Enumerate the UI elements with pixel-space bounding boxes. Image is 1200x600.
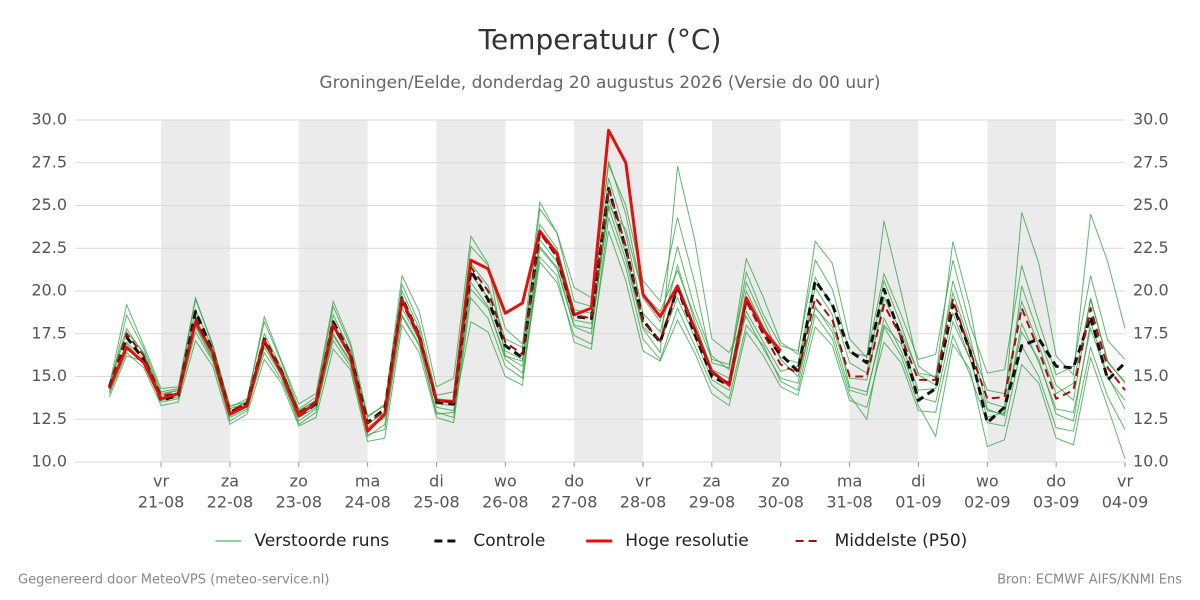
x-tick-date: 24-08 — [344, 493, 391, 512]
x-tick-label: di — [911, 472, 926, 491]
x-tick-date: 23-08 — [276, 493, 323, 512]
x-tick-label: za — [703, 472, 721, 491]
y-tick-label-right: 15.0 — [1133, 366, 1169, 385]
x-tick-date: 03-09 — [1033, 493, 1080, 512]
x-tick-date: 30-08 — [757, 493, 804, 512]
y-tick-label-right: 17.5 — [1133, 323, 1169, 342]
ensemble-line — [108, 162, 1126, 417]
x-tick-label: vr — [153, 472, 169, 491]
y-tick-label: 27.5 — [31, 152, 67, 171]
x-tick-label: zo — [772, 472, 790, 491]
x-tick-date: 27-08 — [551, 493, 598, 512]
y-tick-label: 30.0 — [31, 110, 67, 129]
y-tick-label: 10.0 — [31, 452, 67, 471]
x-tick-date: 21-08 — [138, 493, 185, 512]
y-tick-label: 15.0 — [31, 366, 67, 385]
x-tick-date: 25-08 — [413, 493, 460, 512]
legend-label: Verstoorde runs — [254, 531, 389, 551]
x-tick-label: ma — [837, 472, 862, 491]
x-tick-label: za — [221, 472, 239, 491]
footer-left: Gegenereerd door MeteoVPS (meteo-service… — [18, 573, 329, 588]
x-tick-label: vr — [635, 472, 651, 491]
x-tick-label: wo — [976, 472, 999, 491]
y-tick-label: 20.0 — [31, 281, 67, 300]
x-tick-date: 31-08 — [826, 493, 873, 512]
y-tick-label-right: 30.0 — [1133, 110, 1169, 129]
footer-right: Bron: ECMWF AIFS/KNMI Ens — [997, 573, 1182, 588]
legend-label: Controle — [473, 531, 545, 551]
x-tick-label: zo — [290, 472, 308, 491]
x-tick-label: do — [564, 472, 584, 491]
x-tick-label: di — [429, 472, 444, 491]
y-tick-label-right: 10.0 — [1133, 452, 1169, 471]
ensemble-line — [108, 230, 1126, 443]
legend-label: Middelste (P50) — [835, 531, 968, 551]
y-tick-label: 17.5 — [31, 323, 67, 342]
x-tick-date: 28-08 — [620, 493, 667, 512]
x-tick-date: 04-09 — [1102, 493, 1149, 512]
x-tick-label: wo — [494, 472, 517, 491]
y-tick-label-right: 20.0 — [1133, 281, 1169, 300]
x-tick-date: 26-08 — [482, 493, 529, 512]
y-tick-label-right: 25.0 — [1133, 195, 1169, 214]
x-tick-label: ma — [355, 472, 380, 491]
y-tick-label-right: 22.5 — [1133, 238, 1169, 257]
y-tick-label: 25.0 — [31, 195, 67, 214]
y-tick-label-right: 12.5 — [1133, 409, 1169, 428]
y-tick-label: 22.5 — [31, 238, 67, 257]
y-tick-label-right: 27.5 — [1133, 152, 1169, 171]
ensemble-line — [108, 166, 1126, 436]
legend: Verstoorde runs Controle Hoge resolutie Mid… — [215, 531, 967, 551]
ensemble-line — [108, 160, 1126, 429]
x-tick-label: vr — [1117, 472, 1133, 491]
x-tick-date: 29-08 — [689, 493, 736, 512]
x-tick-date: 02-09 — [964, 493, 1011, 512]
x-tick-label: do — [1046, 472, 1066, 491]
series-line — [108, 187, 1126, 424]
y-tick-label: 12.5 — [31, 409, 67, 428]
chart-title: Temperatuur (°C) — [478, 23, 722, 56]
ensemble-line — [108, 217, 1126, 459]
x-tick-date: 22-08 — [207, 493, 254, 512]
x-tick-date: 01-09 — [895, 493, 942, 512]
legend-label: Hoge resolutie — [625, 531, 749, 551]
chart-subtitle: Groningen/Eelde, donderdag 20 augustus 2… — [319, 73, 880, 93]
